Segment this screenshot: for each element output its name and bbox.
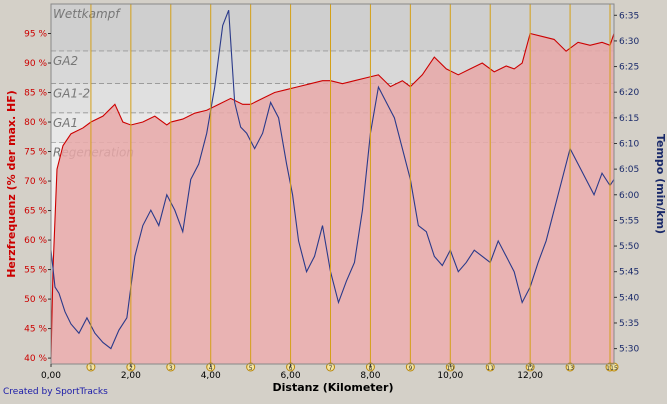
y-tick-label-right-11: 6:25 [619, 63, 639, 73]
y-tick-label-right-1: 5:35 [619, 319, 639, 329]
km-marker-label-9: 9 [408, 365, 412, 372]
y-tick-label-right-5: 5:55 [619, 216, 639, 226]
y-tick-label-right-8: 6:10 [619, 139, 639, 149]
heart-rate-area [51, 33, 614, 364]
y-tick-label-left-9: 85 % [24, 89, 47, 99]
axes: 40 % 45 % 50 % 55 % 60 % 65 % 70 % 75 % 80 % 85 %… [24, 3, 639, 381]
zone-label-3: GA1 [53, 116, 78, 130]
y-tick-label-left-5: 65 % [24, 207, 47, 217]
y-tick-label-left-0: 40 % [24, 354, 47, 364]
x-tick-label-1: 2,00 [121, 371, 141, 381]
y-tick-label-left-11: 95 % [24, 30, 47, 40]
x-tick-label-4: 8,00 [360, 371, 380, 381]
km-marker-label-7: 7 [329, 365, 333, 372]
y-axis-label-left: Herzfrequenz (% der max. HF) [5, 90, 18, 278]
y-tick-label-left-10: 90 % [24, 59, 47, 69]
zone-label-0: Wettkampf [53, 7, 121, 21]
x-tick-label-0: 0,00 [41, 371, 61, 381]
km-marker-badge-13 [565, 362, 575, 372]
y-tick-label-right-10: 6:20 [619, 88, 639, 98]
zone-label-1: GA2 [53, 54, 78, 68]
km-marker-badge-7 [326, 362, 336, 372]
heart-rate-series [50, 32, 615, 364]
x-tick-label-6: 12,00 [517, 371, 543, 381]
km-marker-label-6: 6 [289, 365, 293, 372]
credit-text: Created by SportTracks [3, 387, 108, 397]
pace-series [50, 9, 615, 350]
km-marker-label-3: 3 [169, 365, 173, 372]
km-marker-label-4: 4 [209, 365, 213, 372]
km-marker-badge-1 [86, 362, 96, 372]
y-tick-label-right-12: 6:30 [619, 37, 639, 47]
y-tick-label-right-0: 5:30 [619, 345, 639, 355]
km-marker-label-1: 1 [89, 365, 93, 372]
x-axis-label: Distanz (Kilometer) [273, 381, 394, 394]
plot-frame [50, 3, 615, 365]
km-marker-badge-9 [405, 362, 415, 372]
y-tick-label-right-6: 6:00 [619, 191, 639, 201]
km-marker-label-8: 8 [369, 365, 373, 372]
km-marker-label-12: 12 [526, 365, 534, 372]
zone-band-0 [51, 4, 614, 52]
km-marker-badge-5 [246, 362, 256, 372]
zone-label-2: GA1-2 [53, 87, 90, 101]
km-marker-label-11: 11 [486, 365, 494, 372]
km-marker-label-13: 13 [566, 365, 574, 372]
y-tick-label-left-2: 50 % [24, 295, 47, 305]
x-tick-label-3: 6,00 [281, 371, 301, 381]
heart-rate-line [50, 32, 615, 359]
y-tick-label-left-7: 75 % [24, 148, 47, 158]
y-tick-label-left-8: 80 % [24, 118, 47, 128]
km-marker-label-15: 15 [610, 365, 618, 372]
km-marker-badge-3 [166, 362, 176, 372]
x-tick-label-2: 4,00 [201, 371, 221, 381]
km-marker-label-5: 5 [249, 365, 253, 372]
y-tick-label-right-2: 5:40 [619, 293, 639, 303]
km-marker-label-2: 2 [129, 365, 133, 372]
y-tick-label-right-9: 6:15 [619, 114, 639, 124]
km-marker-badge-11 [485, 362, 495, 372]
km-marker-label-10: 10 [446, 365, 454, 372]
y-tick-label-left-1: 45 % [24, 325, 47, 335]
y-tick-label-left-4: 60 % [24, 236, 47, 246]
y-tick-label-right-7: 6:05 [619, 165, 639, 175]
y-tick-label-right-13: 6:35 [619, 11, 639, 21]
y-axis-label-right: Tempo (min/km) [654, 134, 667, 234]
pace-line [50, 9, 615, 350]
y-tick-label-left-6: 70 % [24, 177, 47, 187]
y-tick-label-left-3: 55 % [24, 266, 47, 276]
y-tick-label-right-3: 5:45 [619, 268, 639, 278]
x-tick-label-5: 10,00 [437, 371, 463, 381]
y-tick-label-right-4: 5:50 [619, 242, 639, 252]
